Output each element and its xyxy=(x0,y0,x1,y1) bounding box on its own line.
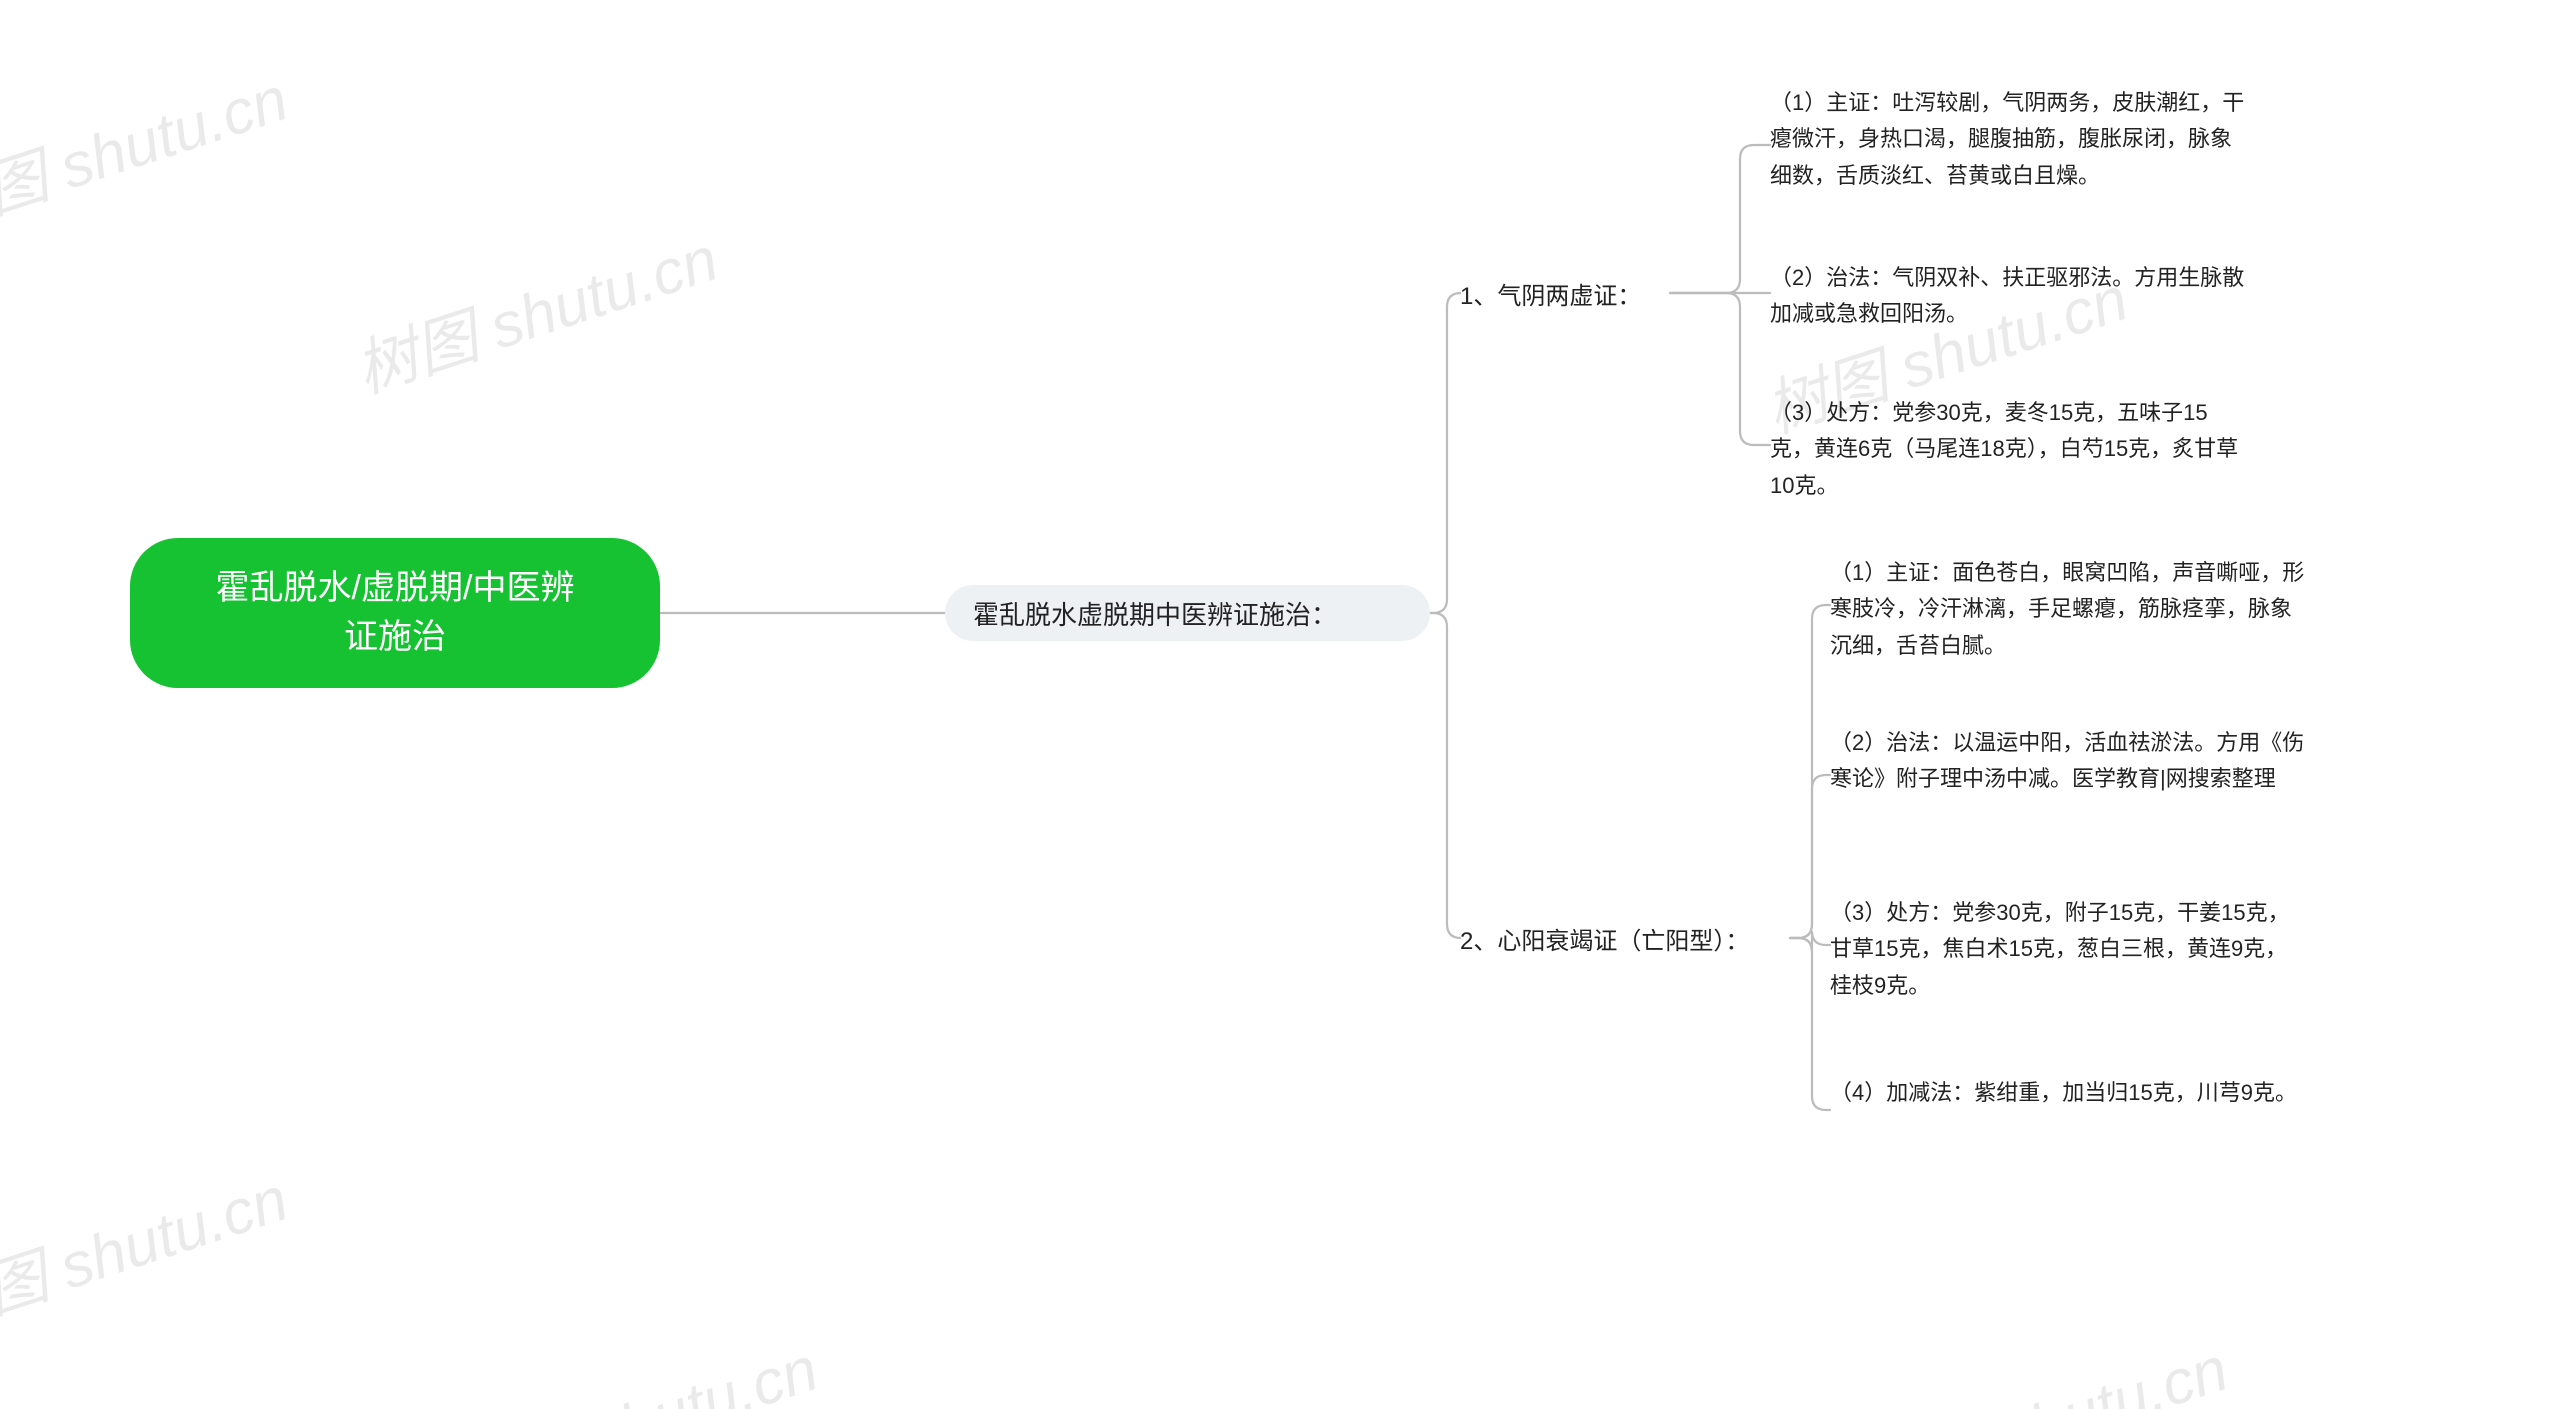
branch-node-2[interactable]: 2、心阳衰竭证（亡阳型）： xyxy=(1460,920,1790,956)
watermark: 树图 shutu.cn xyxy=(442,1318,827,1409)
leaf-b2-1-text: （1）主证：面色苍白，眼窝凹陷，声音嘶哑，形寒肢冷，冷汗淋漓，手足螺瘪，筋脉痉挛… xyxy=(1830,560,2304,658)
leaf-b1-2[interactable]: （2）治法：气阴双补、扶正驱邪法。方用生脉散加减或急救回阳汤。 xyxy=(1770,260,2245,330)
leaf-b1-1[interactable]: （1）主证：吐泻较剧，气阴两务，皮肤潮红，干瘪微汗，身热口渴，腿腹抽筋，腹胀尿闭… xyxy=(1770,85,2245,205)
watermark: 树图 shutu.cn xyxy=(1852,1318,2237,1409)
root-node[interactable]: 霍乱脱水/虚脱期/中医辨 证施治 xyxy=(130,538,660,688)
branch-node-2-text: 2、心阳衰竭证（亡阳型）： xyxy=(1460,921,1749,956)
leaf-b1-2-text: （2）治法：气阴双补、扶正驱邪法。方用生脉散加减或急救回阳汤。 xyxy=(1770,265,2244,326)
connectors-layer xyxy=(0,0,2560,1409)
leaf-b2-4[interactable]: （4）加减法：紫绀重，加当归15克，川芎9克。 xyxy=(1830,1075,2305,1145)
level1-node[interactable]: 霍乱脱水虚脱期中医辨证施治： xyxy=(945,585,1430,641)
leaf-b2-2-text: （2）治法：以温运中阳，活血祛淤法。方用《伤寒论》附子理中汤中减。医学教育|网搜… xyxy=(1830,730,2304,791)
watermark: 树图 shutu.cn xyxy=(342,208,727,410)
branch-node-1[interactable]: 1、气阴两虚证： xyxy=(1460,275,1670,311)
watermark: 树图 shutu.cn xyxy=(0,1148,297,1350)
root-node-text: 霍乱脱水/虚脱期/中医辨 证施治 xyxy=(216,564,575,663)
leaf-b1-3[interactable]: （3）处方：党参30克，麦冬15克，五味子15克，黄连6克（马尾连18克），白芍… xyxy=(1770,395,2245,495)
mindmap-canvas: 霍乱脱水/虚脱期/中医辨 证施治 霍乱脱水虚脱期中医辨证施治： 1、气阴两虚证：… xyxy=(0,0,2560,1409)
level1-node-text: 霍乱脱水虚脱期中医辨证施治： xyxy=(973,595,1337,632)
watermark: 树图 shutu.cn xyxy=(0,48,297,250)
leaf-b2-1[interactable]: （1）主证：面色苍白，眼窝凹陷，声音嘶哑，形寒肢冷，冷汗淋漓，手足螺瘪，筋脉痉挛… xyxy=(1830,555,2305,660)
branch-node-1-text: 1、气阴两虚证： xyxy=(1460,276,1641,311)
leaf-b2-4-text: （4）加减法：紫绀重，加当归15克，川芎9克。 xyxy=(1830,1080,2297,1105)
leaf-b1-3-text: （3）处方：党参30克，麦冬15克，五味子15克，黄连6克（马尾连18克），白芍… xyxy=(1770,400,2238,498)
leaf-b2-3[interactable]: （3）处方：党参30克，附子15克，干姜15克，甘草15克，焦白术15克，葱白三… xyxy=(1830,895,2305,995)
leaf-b2-2[interactable]: （2）治法：以温运中阳，活血祛淤法。方用《伤寒论》附子理中汤中减。医学教育|网搜… xyxy=(1830,725,2305,825)
leaf-b1-1-text: （1）主证：吐泻较剧，气阴两务，皮肤潮红，干瘪微汗，身热口渴，腿腹抽筋，腹胀尿闭… xyxy=(1770,90,2244,188)
leaf-b2-3-text: （3）处方：党参30克，附子15克，干姜15克，甘草15克，焦白术15克，葱白三… xyxy=(1830,900,2290,998)
